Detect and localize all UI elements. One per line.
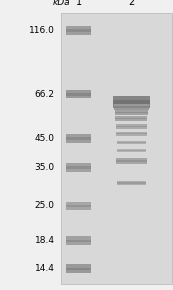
Text: 1: 1	[76, 0, 82, 7]
Text: 66.2: 66.2	[34, 90, 54, 99]
Bar	[66, 236, 91, 245]
Bar	[117, 181, 146, 185]
Bar	[116, 133, 147, 134]
Bar	[117, 142, 146, 143]
Bar	[114, 104, 149, 110]
Bar	[116, 117, 147, 121]
Bar	[66, 29, 91, 32]
Bar	[116, 132, 147, 136]
Text: 116.0: 116.0	[29, 26, 54, 35]
Bar	[115, 110, 148, 115]
Text: 45.0: 45.0	[34, 134, 54, 143]
Bar	[117, 141, 146, 144]
Bar	[66, 202, 91, 210]
Text: kDa: kDa	[53, 0, 70, 7]
Bar	[66, 166, 91, 168]
Bar	[115, 112, 148, 113]
Bar	[66, 134, 91, 143]
Text: 18.4: 18.4	[34, 236, 54, 245]
Bar	[116, 126, 147, 127]
Bar	[116, 160, 147, 162]
Bar	[116, 124, 147, 129]
Bar	[66, 264, 91, 273]
Text: 14.4: 14.4	[35, 264, 54, 273]
Bar	[114, 106, 149, 108]
Bar	[113, 96, 150, 108]
Bar	[66, 90, 91, 99]
Bar	[61, 13, 172, 284]
Bar	[117, 182, 146, 184]
Bar	[117, 150, 146, 151]
Bar	[66, 204, 91, 207]
Bar	[66, 137, 91, 140]
Text: 35.0: 35.0	[34, 163, 54, 172]
Bar	[66, 240, 91, 242]
Bar	[66, 268, 91, 270]
Bar	[113, 100, 150, 104]
Bar	[66, 163, 91, 172]
Bar	[116, 118, 147, 119]
Text: 25.0: 25.0	[34, 201, 54, 210]
Text: 2: 2	[128, 0, 135, 7]
Bar	[66, 93, 91, 96]
Bar	[66, 26, 91, 35]
Bar	[117, 149, 146, 153]
Bar	[116, 158, 147, 164]
